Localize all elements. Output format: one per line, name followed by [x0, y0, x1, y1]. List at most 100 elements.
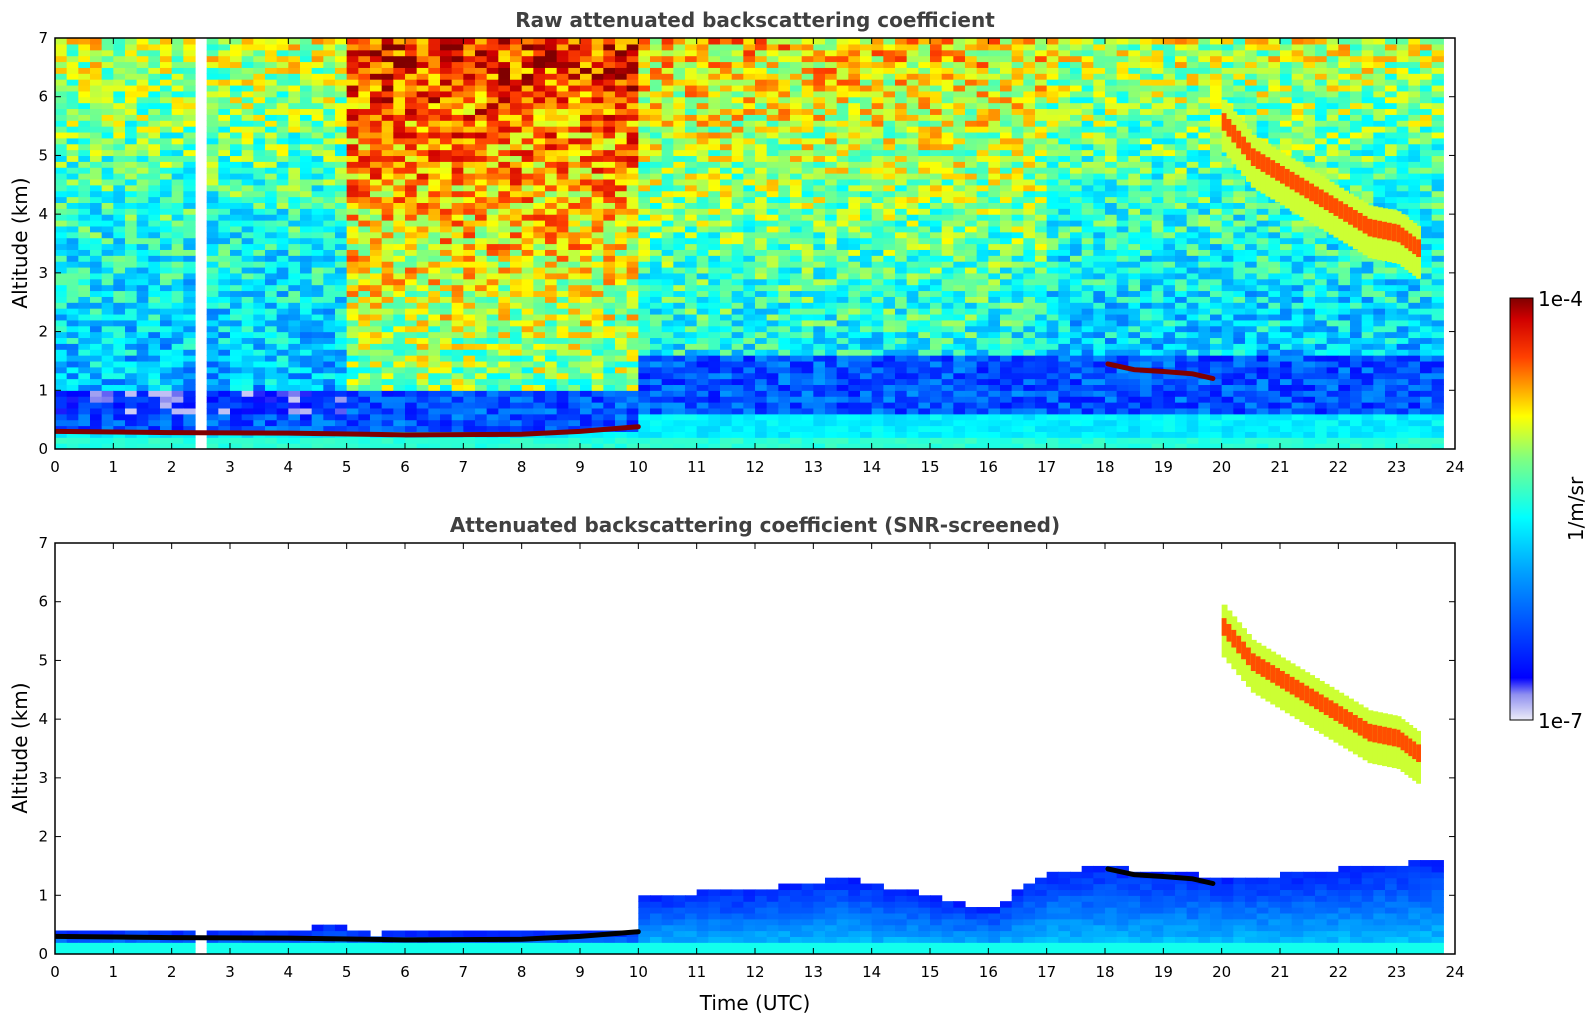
heat-cell [486, 73, 499, 80]
heat-cell [580, 237, 593, 245]
heat-cell [300, 67, 313, 74]
heat-cell [533, 443, 546, 449]
heat-cell [335, 443, 348, 449]
heat-cell [533, 396, 546, 403]
heat-cell [265, 73, 278, 80]
heat-cell [160, 331, 173, 339]
heat-cell [673, 313, 686, 321]
heat-cell [521, 208, 534, 215]
heat-cell [650, 319, 663, 327]
heat-cell [160, 243, 173, 250]
heat-cell [545, 231, 558, 239]
heat-cell [451, 208, 464, 215]
heat-cell [66, 431, 79, 438]
heat-cell [171, 231, 184, 239]
heat-cell [848, 49, 861, 57]
heat-cell [731, 137, 744, 145]
heat-cell [171, 402, 184, 409]
heat-cell [486, 296, 499, 303]
heat-cell [253, 443, 266, 449]
heat-cell [463, 266, 476, 274]
heat-cell [440, 143, 453, 151]
heat-cell [475, 120, 488, 127]
heat-cell [311, 284, 324, 292]
heat-cell [381, 190, 394, 198]
heat-cell [755, 161, 768, 168]
heat-cell [218, 143, 231, 151]
heat-cell [685, 313, 698, 321]
heat-cell [113, 319, 126, 327]
heat-cell [720, 61, 733, 68]
heat-cell [160, 49, 173, 57]
heat-cell [66, 360, 79, 368]
heat-cell [241, 343, 254, 350]
heat-cell [825, 325, 838, 333]
heat-cell [685, 208, 698, 215]
heat-cell [580, 443, 593, 449]
heat-cell [90, 407, 103, 415]
heat-cell [311, 108, 324, 115]
heat-cell [626, 196, 639, 203]
heat-cell [580, 366, 593, 374]
heat-cell [451, 73, 464, 80]
heat-cell [451, 313, 464, 321]
heat-cell [696, 137, 709, 145]
heat-cell [778, 360, 791, 368]
heat-cell [521, 225, 534, 233]
heat-cell [790, 390, 803, 397]
heat-cell [206, 396, 219, 403]
heat-cell [218, 407, 231, 415]
heat-cell [358, 214, 371, 221]
heat-cell [218, 55, 231, 63]
heat-cell [393, 231, 406, 239]
heat-cell [638, 384, 651, 391]
heat-cell [136, 331, 149, 339]
heat-cell [545, 190, 558, 198]
heat-cell [265, 313, 278, 321]
heat-cell [801, 255, 814, 262]
heat-cell [405, 79, 418, 86]
heat-cell [463, 61, 476, 68]
heat-cell [568, 413, 581, 421]
heat-cell [813, 278, 826, 286]
heat-cell [405, 90, 418, 98]
heat-cell [136, 120, 149, 127]
heat-cell [661, 178, 674, 186]
heat-cell [381, 343, 394, 350]
heat-cell [428, 337, 441, 344]
heat-cell [801, 249, 814, 256]
heat-cell [778, 173, 791, 180]
heat-cell [731, 443, 744, 449]
heat-cell [66, 220, 79, 227]
heat-cell [300, 49, 313, 57]
heat-cell [101, 237, 114, 245]
heat-cell [428, 360, 441, 368]
heat-cell [78, 384, 91, 391]
heat-cell [230, 378, 243, 386]
heat-cell [288, 396, 301, 403]
heat-cell [731, 243, 744, 250]
heat-cell [836, 413, 849, 421]
heat-cell [731, 413, 744, 421]
heat-cell [685, 43, 698, 51]
heat-cell [416, 237, 429, 245]
heat-cell [358, 120, 371, 127]
heat-cell [405, 96, 418, 104]
heat-cell [276, 161, 289, 168]
heat-cell [78, 419, 91, 427]
heat-cell [591, 402, 604, 409]
heat-cell [171, 108, 184, 115]
heat-cell [720, 437, 733, 444]
heat-cell [720, 313, 733, 321]
heat-cell [801, 319, 814, 327]
heat-cell [510, 43, 523, 51]
heat-cell [871, 372, 884, 380]
heat-cell [55, 290, 68, 297]
heat-cell [416, 313, 429, 321]
heat-cell [580, 243, 593, 250]
heat-cell [218, 319, 231, 327]
heat-cell [113, 413, 126, 421]
heat-cell [440, 419, 453, 427]
heat-cell [510, 319, 523, 327]
heat-cell [370, 96, 383, 104]
